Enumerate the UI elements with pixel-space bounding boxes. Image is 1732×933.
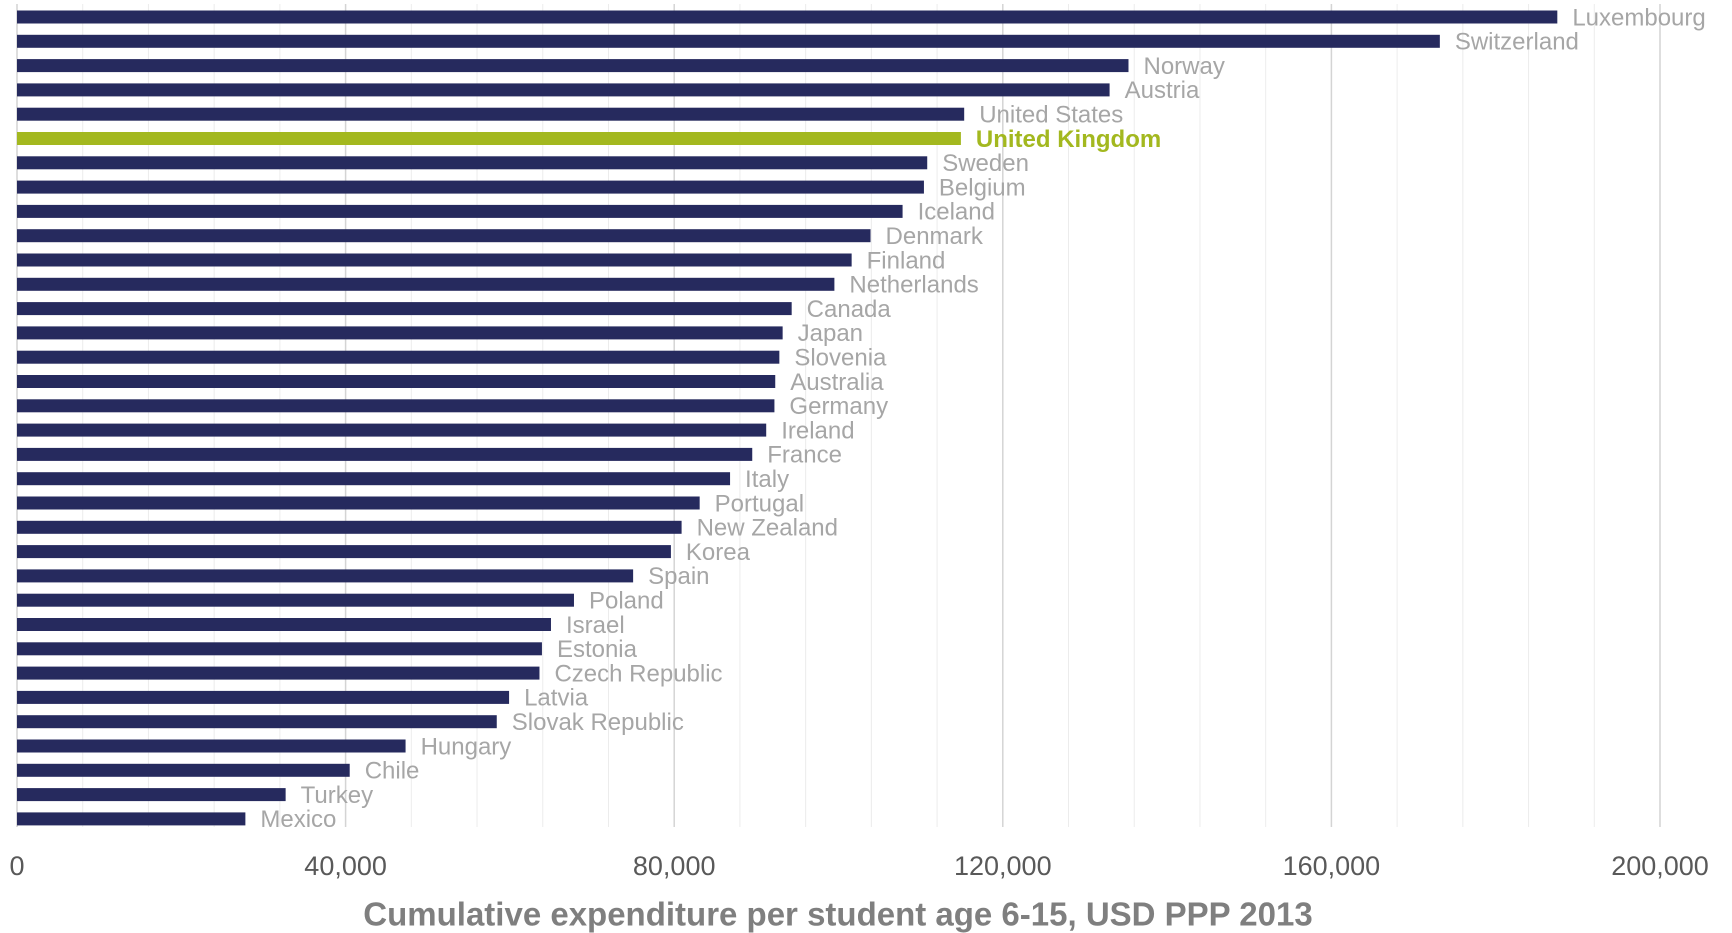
x-tick-label: 160,000 [1283,851,1381,881]
bar [17,423,767,437]
bar-label: Spain [648,563,709,590]
bar [17,545,671,559]
bar-label: Iceland [918,199,995,226]
bar [17,375,776,388]
bar-label: Chile [365,758,420,785]
bar-label: Estonia [557,636,638,663]
bar-label: United Kingdom [976,126,1161,153]
bar [17,350,780,364]
bar [17,156,928,170]
bar-label: Norway [1143,53,1224,80]
bar-label: Switzerland [1455,29,1579,56]
bar [17,593,574,607]
bar-label: Israel [566,612,625,639]
bar [17,496,700,510]
bar-label: Sweden [942,150,1029,177]
bar [17,253,852,267]
bar-label: Latvia [524,685,589,712]
bar-label: Canada [807,296,892,323]
bar-label: Ireland [781,417,854,444]
bar [17,642,542,656]
bar [17,569,634,583]
bar-label: Poland [589,588,664,615]
bar [17,472,731,486]
bar-label: Portugal [715,490,804,517]
bar [17,34,1440,48]
bar-label: Turkey [301,782,373,809]
bar [17,399,775,413]
bar-label: Belgium [939,174,1026,201]
bar-label: Japan [798,320,863,347]
bar-label: Hungary [421,733,512,760]
bar [17,690,510,704]
bar [17,83,1110,97]
bar-label: United States [979,102,1123,129]
bar [17,229,871,243]
bar-label: Italy [745,466,789,493]
bar [17,204,903,218]
x-tick-label: 80,000 [633,851,716,881]
bar-label: New Zealand [697,515,838,542]
bar [17,277,835,291]
bar-label: Australia [790,369,884,396]
bar-label: Luxembourg [1572,4,1705,31]
bar [17,520,682,534]
bar [17,763,350,777]
bar [17,812,246,826]
bar-label: Slovenia [794,345,887,372]
bar-label: Finland [867,247,946,274]
bar-label: Netherlands [849,272,978,299]
bar [17,180,924,194]
bar-label: Slovak Republic [512,709,684,736]
bar [17,326,783,340]
bar-label: Germany [789,393,888,420]
bar [17,302,792,316]
bar-label: Czech Republic [554,660,722,687]
bar-label: Austria [1125,77,1200,104]
bar-label: Korea [686,539,751,566]
bar-label: France [767,442,842,469]
x-axis-title: Cumulative expenditure per student age 6… [363,896,1312,933]
bar [17,10,1558,24]
x-tick-label: 0 [9,851,24,881]
bar [17,618,551,631]
bar [17,666,540,680]
bar-label: Denmark [886,223,984,250]
bar [17,132,961,145]
bar-label: Mexico [260,806,336,833]
x-tick-label: 200,000 [1611,851,1709,881]
bar [17,788,286,802]
bar [17,59,1129,73]
x-tick-label: 120,000 [954,851,1052,881]
bar [17,739,406,753]
bar [17,447,753,461]
bar [17,107,965,121]
x-tick-label: 40,000 [304,851,387,881]
bar [17,715,497,729]
